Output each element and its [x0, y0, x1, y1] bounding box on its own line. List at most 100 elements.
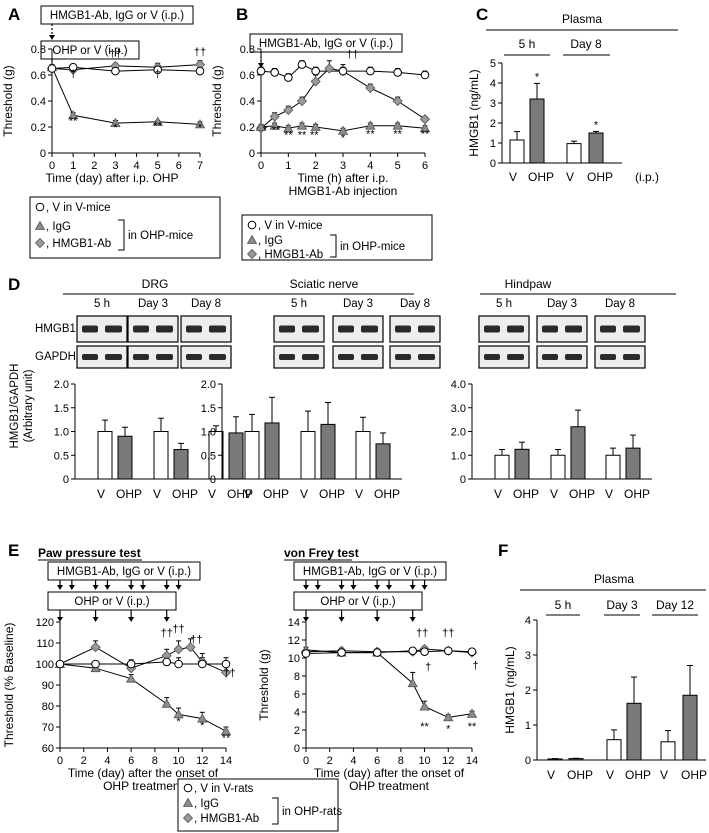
d-2-y-tick-label: 4.0	[451, 379, 466, 391]
marker-v	[338, 66, 348, 76]
significance-mark: ††	[190, 634, 202, 646]
injection-arrow-head	[421, 585, 428, 590]
marker-igg	[392, 120, 403, 130]
blot-band	[507, 354, 524, 360]
legend-marker-ab-bottom	[182, 812, 194, 824]
marker-ab	[220, 667, 232, 678]
marker-v	[55, 659, 65, 669]
timepoint-label: 5 h	[94, 298, 110, 310]
dose-box-text-1: HMGB1-Ab, IgG or V (i.p.)	[57, 566, 191, 578]
blot-band	[623, 354, 640, 360]
marker-ab	[419, 114, 431, 125]
legend-box-b	[241, 214, 433, 261]
category-label-d: OHP	[263, 487, 289, 501]
marker-igg	[110, 117, 121, 127]
c-y-tick-label: 4	[490, 78, 496, 90]
legend-marker-v	[35, 202, 45, 212]
dose-box-2	[293, 561, 447, 581]
legend-box-bottom	[177, 778, 339, 832]
x-tick-label: 5	[395, 160, 401, 172]
legend-label-v: , V in V-mice	[46, 202, 111, 214]
dose-box-text-2: HMGB1-Ab, IgG or V (i.p.)	[303, 566, 437, 578]
d-0-bar	[117, 435, 133, 480]
blot-band	[395, 354, 411, 360]
x-tick-label: 2	[327, 755, 333, 767]
x-tick-label: 6	[176, 160, 182, 172]
significance-mark: *	[198, 122, 203, 134]
timepoint-label: Day 8	[400, 298, 430, 310]
d-0-bar	[173, 449, 189, 480]
blot-band	[623, 325, 640, 333]
f-y-tick-label: 1	[525, 720, 531, 732]
y-axis-label: Threshold (g)	[257, 649, 271, 720]
ohp-arrow-head	[338, 617, 345, 622]
category-label-d: V	[208, 487, 216, 501]
y-tick-label: 120	[36, 617, 54, 629]
marker-v	[47, 64, 57, 73]
panel-label-D: D	[8, 275, 20, 294]
marker-v	[337, 648, 346, 657]
row-label-gapdh: GAPDH	[35, 351, 76, 363]
plasma-title-f: Plasma	[594, 572, 634, 586]
category-label-f: OHP	[681, 768, 707, 782]
blot-gapdh	[273, 345, 325, 369]
f-y-tick-label: 0	[525, 755, 531, 767]
significance-mark: *	[446, 724, 451, 736]
category-label-f: OHP	[567, 768, 593, 782]
category-label-c: V	[509, 170, 517, 184]
plasma-title-c: Plasma	[562, 12, 602, 26]
y-axis-label-d: HMGB1/GAPDH	[9, 364, 21, 449]
x-axis-label: Time (day) after the onset of	[314, 766, 465, 780]
legend-marker-igg-bottom	[182, 797, 194, 807]
significance-mark: ††	[194, 47, 206, 59]
significance-mark: **	[420, 721, 429, 733]
injection-arrow-head	[303, 585, 309, 590]
legend-marker-igg	[34, 220, 46, 230]
timepoint-label: Day 3	[547, 298, 577, 310]
c-bar	[588, 132, 604, 164]
marker-v	[91, 659, 100, 669]
blot-band	[105, 325, 122, 333]
blot-band	[186, 354, 202, 360]
category-label-c: OHP	[528, 170, 554, 184]
legend-group-b: in OHP-mice	[340, 241, 405, 253]
category-label-d: V	[244, 487, 252, 501]
tissue-title-2: Hindpaw	[505, 277, 552, 291]
group-label-f: 5 h	[555, 598, 572, 612]
ohp-box-a	[40, 40, 140, 60]
y-axis-label-f: HMGB1 (ng/mL)	[503, 646, 517, 733]
dose-box-b-text: HMGB1-Ab, IgG or V (i.p.)	[259, 38, 393, 50]
legend-marker-v-bottom	[183, 783, 193, 793]
y-tick-label: 70	[42, 722, 54, 734]
blot-band	[600, 354, 616, 360]
f-bar	[568, 758, 584, 761]
injection-arrow-head	[314, 585, 321, 590]
marker-v	[195, 66, 205, 76]
y-tick-label: 0.6	[240, 70, 255, 82]
marker-v	[408, 646, 418, 656]
y-tick-label: 100	[36, 659, 54, 671]
legend-bracket-b	[330, 234, 337, 258]
blot-band	[484, 354, 500, 360]
injection-arrow-head	[386, 585, 392, 590]
x-tick-label: 4	[104, 755, 110, 767]
x-tick-label: 14	[220, 755, 232, 767]
x-axis-label-2: OHP treatment	[103, 779, 183, 793]
blot-gapdh	[76, 345, 128, 369]
category-label-f: V	[660, 768, 668, 782]
y-tick-label: 90	[42, 680, 54, 692]
significance-mark: †	[425, 662, 431, 674]
y-tick-label: 6	[294, 689, 300, 701]
y-tick-label: 0.8	[240, 44, 255, 56]
significance-mark: **	[272, 125, 281, 137]
blot-band	[542, 354, 558, 360]
ohp-arrow-head	[409, 617, 416, 622]
timepoint-label: Day 8	[191, 298, 221, 310]
x-tick-label: 3	[112, 160, 118, 172]
injection-arrow-head	[92, 585, 99, 590]
marker-v	[197, 659, 207, 669]
marker-igg	[310, 121, 321, 131]
category-label-d: V	[300, 487, 308, 501]
blot-band	[156, 325, 173, 333]
ohp-arrow-head	[374, 617, 381, 622]
